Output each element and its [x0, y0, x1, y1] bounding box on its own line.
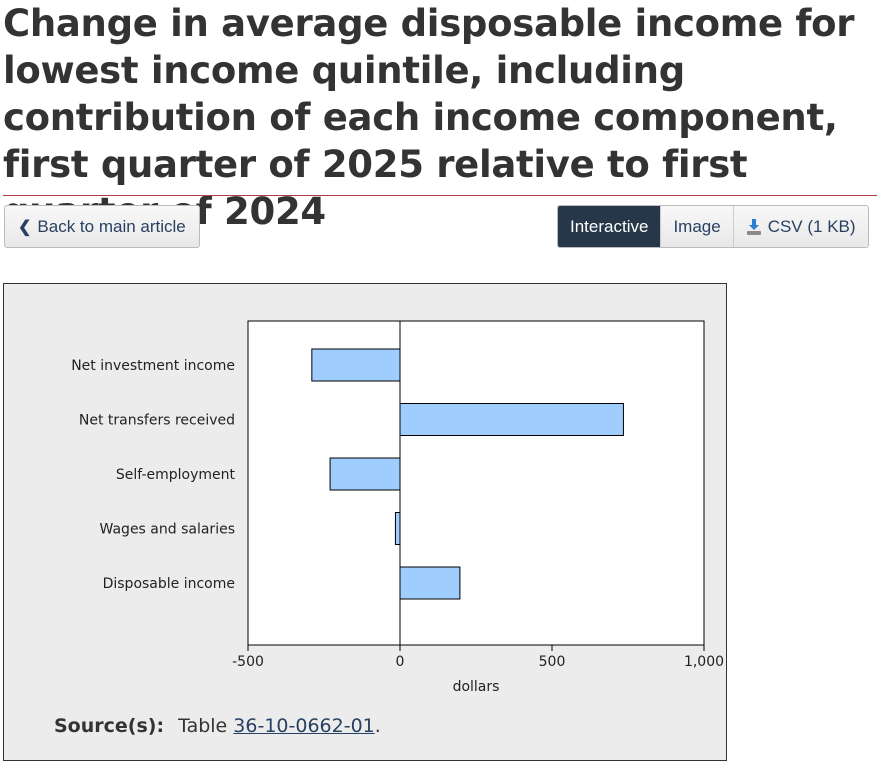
back-button-label: Back to main article: [37, 216, 186, 236]
bar-net-transfers-received: [399, 403, 624, 436]
tab-image-label: Image: [673, 216, 721, 236]
source-label: Source(s):: [54, 715, 165, 737]
source-table-link[interactable]: 36-10-0662-01: [233, 715, 375, 737]
bar-self-employment: [329, 457, 401, 491]
chevron-left-icon: ❮: [18, 218, 32, 236]
csv-download-label: CSV (1 KB): [767, 216, 856, 236]
tab-image[interactable]: Image: [660, 206, 733, 247]
y-tick-label: Wages and salaries: [100, 522, 235, 538]
y-tick-label: Net investment income: [71, 358, 235, 374]
back-to-article-button[interactable]: ❮ Back to main article: [4, 205, 200, 248]
download-icon: [746, 218, 761, 235]
tab-interactive-label: Interactive: [570, 216, 649, 236]
y-tick-label: Net transfers received: [79, 413, 235, 429]
source-note: Source(s): Table 36-10-0662-01.: [54, 715, 381, 737]
x-axis-label: dollars: [453, 679, 500, 695]
page-title: Change in average disposable income for …: [3, 2, 855, 233]
bar-disposable-income: [399, 566, 461, 600]
x-tick-label: 1,000: [684, 654, 724, 670]
bar-net-investment-income: [311, 348, 401, 382]
source-suffix: .: [374, 715, 381, 737]
x-tick-label: 500: [539, 654, 566, 670]
y-tick-label: Self-employment: [116, 467, 236, 483]
view-toggle: Interactive Image CSV (1 KB): [557, 205, 869, 248]
title-divider: [3, 195, 877, 196]
y-tick-label: Disposable income: [103, 576, 235, 592]
x-tick-label: -500: [232, 654, 264, 670]
source-prefix: Table: [178, 715, 228, 737]
bar-chart: Net investment income Net transfers recei…: [71, 320, 724, 695]
x-tick-label: 0: [396, 654, 405, 670]
bar-wages-and-salaries: [394, 512, 401, 545]
tab-interactive[interactable]: Interactive: [558, 206, 661, 247]
chart-panel: Net investment income Net transfers recei…: [3, 283, 727, 761]
csv-download-button[interactable]: CSV (1 KB): [732, 206, 868, 247]
